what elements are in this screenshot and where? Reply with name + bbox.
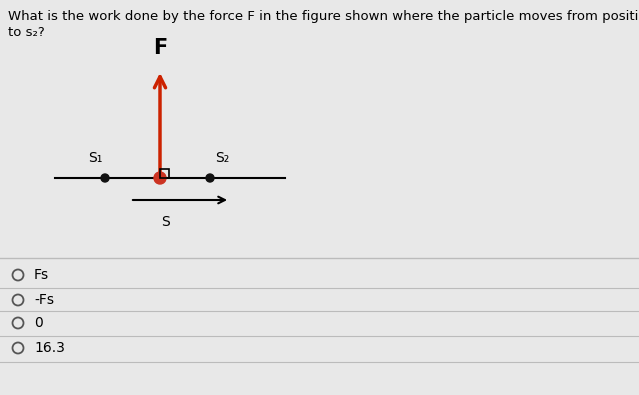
Text: S: S: [160, 215, 169, 229]
Circle shape: [101, 174, 109, 182]
Text: 0: 0: [34, 316, 43, 330]
Circle shape: [154, 172, 166, 184]
Text: S₂: S₂: [215, 151, 229, 165]
Circle shape: [206, 174, 214, 182]
Text: Fs: Fs: [34, 268, 49, 282]
Text: S₁: S₁: [88, 151, 102, 165]
Text: -Fs: -Fs: [34, 293, 54, 307]
Text: F: F: [153, 38, 167, 58]
Bar: [160, 169, 169, 178]
Text: What is the work done by the force F in the figure shown where the particle move: What is the work done by the force F in …: [8, 10, 639, 23]
Text: 16.3: 16.3: [34, 341, 65, 355]
Text: to s₂?: to s₂?: [8, 26, 45, 39]
